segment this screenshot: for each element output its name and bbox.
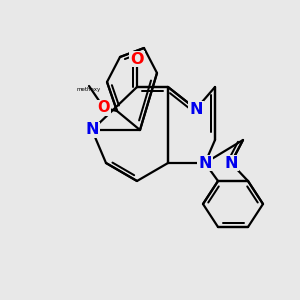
- Text: methoxy: methoxy: [77, 86, 101, 92]
- Text: N: N: [85, 122, 99, 137]
- Text: N: N: [189, 101, 203, 116]
- Text: O: O: [98, 100, 110, 116]
- Text: O: O: [130, 52, 144, 67]
- Text: N: N: [224, 155, 238, 170]
- Text: N: N: [198, 155, 212, 170]
